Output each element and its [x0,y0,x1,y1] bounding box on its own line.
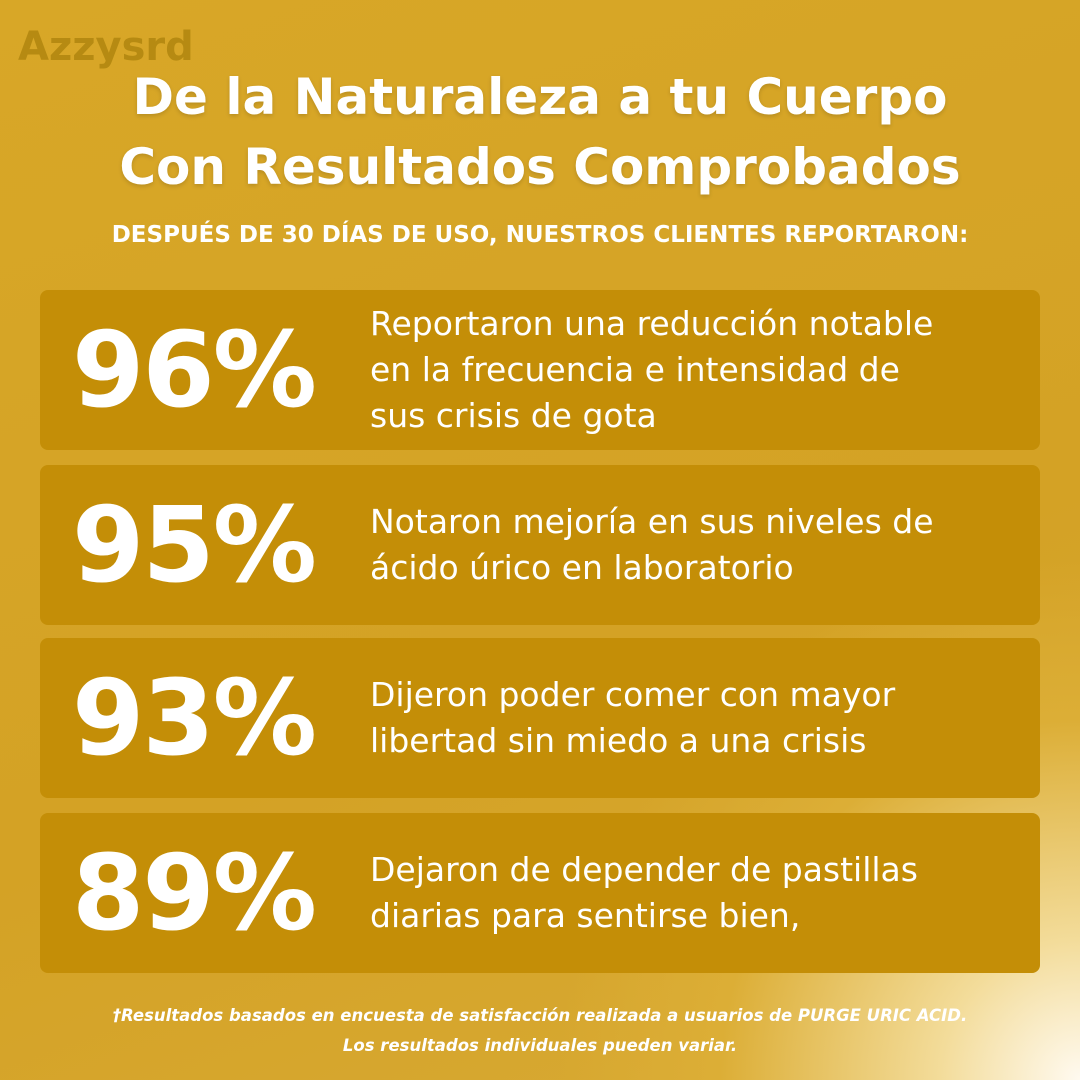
title-line: De la Naturaleza a tu Cuerpo [132,68,948,126]
stat-text-line: Reportaron una reducción notable [370,304,934,343]
title-line: Con Resultados Comprobados [119,138,961,196]
stat-value: 89% [72,832,317,954]
stat-text: Reportaron una reducción notable en la fr… [370,290,1030,450]
stat-text: Dejaron de depender de pastillas diarias … [370,813,1030,973]
stat-text-line: diarias para sentirse bien, [370,896,801,935]
stat-value: 96% [72,309,317,431]
stat-card: 96% Reportaron una reducción notable en la… [40,290,1040,450]
stat-value: 93% [72,657,317,779]
stat-value: 95% [72,484,317,606]
subtitle: DESPUÉS DE 30 DÍAS DE USO, NUESTROS CLIE… [111,222,969,248]
stat-text-line: sus crisis de gota [370,396,657,435]
stat-text-line: ácido úrico en laboratorio [370,548,794,587]
footer-line: Los resultados individuales pueden varia… [342,1036,738,1055]
stat-text-line: Dijeron poder comer con mayor [370,675,896,714]
watermark: Azzysrd [18,24,194,70]
stat-text-line: en la frecuencia e intensidad de [370,350,900,389]
stat-text-line: Dejaron de depender de pastillas [370,850,918,889]
stat-text: Notaron mejoría en sus niveles de ácido ú… [370,465,1030,625]
title: De la Naturaleza a tu Cuerpo Con Resulta… [0,62,1080,202]
stat-text-line: Notaron mejoría en sus niveles de [370,502,934,541]
stat-card: 89% Dejaron de depender de pastillas diari… [40,813,1040,973]
footer: †Resultados basados en encuesta de satis… [0,1001,1080,1061]
footer-line: †Resultados basados en encuesta de satis… [112,1006,968,1025]
stat-text-line: libertad sin miedo a una crisis [370,721,867,760]
stat-card: 95% Notaron mejoría en sus niveles de ácid… [40,465,1040,625]
stat-text: Dijeron poder comer con mayor libertad si… [370,638,1030,798]
stat-card: 93% Dijeron poder comer con mayor libertad… [40,638,1040,798]
